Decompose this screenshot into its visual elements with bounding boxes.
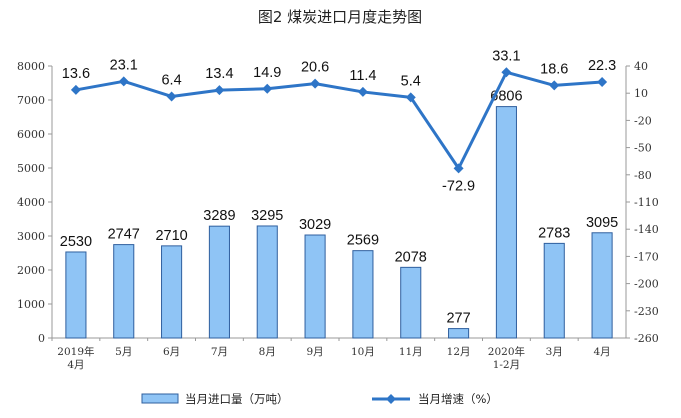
chart-axes: 0 1000 2000 3000 4000 5000 6000 7000 8000 40 10 -20…: [17, 60, 659, 371]
bar: [591, 232, 613, 339]
right-tick-label: -200: [634, 278, 659, 291]
x-tick-label: 5月: [115, 346, 132, 358]
right-tick-label: -230: [634, 305, 659, 318]
bar-value-label: 2530: [60, 234, 92, 250]
line-value-label: 5.4: [401, 73, 421, 89]
line-point: [357, 86, 368, 97]
bar-value-label: 2569: [347, 233, 379, 249]
x-tick-label: 9月: [306, 346, 323, 358]
chart-legend: 当月进口量（万吨） 当月增速（%）: [141, 392, 498, 406]
right-tick-label: -110: [634, 196, 659, 209]
line-value-label: 23.1: [110, 57, 138, 73]
x-tick-label: 2020年: [488, 345, 525, 358]
left-tick-label: 0: [38, 332, 45, 345]
x-tick-label: 10月: [351, 346, 375, 358]
right-tick-label: 40: [634, 60, 648, 73]
line-point: [453, 163, 464, 174]
line-point: [262, 83, 273, 94]
bar-value-label: 6806: [490, 89, 522, 105]
legend-bar-label: 当月进口量（万吨）: [185, 392, 289, 406]
line-point: [70, 84, 81, 95]
bar-series: 2530 2747 2710 3289 3295 3029 2569 2078 277 6806 2…: [60, 89, 618, 339]
bar: [352, 250, 374, 339]
right-tick-label: -260: [634, 332, 659, 345]
bar: [161, 245, 183, 339]
bar: [208, 225, 230, 339]
bar-value-label: 2710: [155, 228, 187, 244]
legend-line-marker: [386, 394, 396, 404]
left-tick-label: 7000: [17, 94, 45, 107]
right-tick-label: -140: [634, 223, 659, 236]
line-point: [405, 92, 416, 103]
x-tick-label: 8月: [259, 346, 276, 358]
legend-bar-swatch: [141, 393, 179, 404]
bar: [256, 225, 278, 339]
right-tick-label: -170: [634, 250, 659, 263]
line-point: [214, 85, 225, 96]
right-tick-label: 10: [634, 87, 648, 100]
line-value-label: 13.4: [205, 66, 233, 82]
line-point: [310, 78, 321, 89]
line-value-label: -72.9: [442, 178, 475, 194]
left-tick-label: 3000: [17, 230, 45, 243]
x-tick-label: 2019年: [57, 345, 94, 358]
bar: [65, 251, 87, 339]
bar-value-label: 3029: [299, 217, 331, 233]
left-tick-label: 4000: [17, 196, 45, 209]
line-value-label: 13.6: [62, 66, 90, 82]
line-point: [549, 80, 560, 91]
left-tick-label: 5000: [17, 162, 45, 175]
left-tick-label: 6000: [17, 128, 45, 141]
bar-value-label: 3289: [203, 208, 235, 224]
line-point: [118, 76, 129, 87]
bar-value-label: 2747: [108, 227, 140, 243]
right-tick-label: -80: [634, 169, 652, 182]
line-value-label: 22.3: [588, 58, 616, 74]
line-value-label: 20.6: [301, 60, 329, 76]
x-tick-label: 12月: [447, 346, 471, 358]
line-point: [501, 67, 512, 78]
left-tick-label: 2000: [17, 264, 45, 277]
x-tick-label: 3月: [546, 346, 563, 358]
line-value-label: 18.6: [540, 61, 568, 77]
bar: [304, 234, 326, 339]
bar-value-label: 3095: [586, 215, 618, 231]
bar-value-label: 277: [446, 311, 470, 327]
left-tick-label: 8000: [17, 60, 45, 73]
bar: [400, 266, 422, 339]
bar-value-label: 2783: [538, 225, 570, 241]
line-value-label: 14.9: [253, 65, 281, 81]
chart-title: 图2 煤炭进口月度走势图: [258, 8, 422, 26]
line-point: [597, 77, 608, 88]
x-tick-label: 11月: [399, 346, 423, 358]
bar: [448, 328, 470, 339]
line-value-label: 33.1: [492, 48, 520, 64]
line-value-label: 6.4: [161, 72, 181, 88]
growth-line: [75, 70, 603, 170]
bar-value-label: 2078: [395, 249, 427, 265]
x-tick-label: 7月: [211, 346, 228, 358]
x-tick-label: 6月: [163, 346, 180, 358]
bar: [495, 106, 517, 339]
x-tick-label: 1-2月: [493, 359, 520, 371]
x-tick-label: 4月: [593, 346, 610, 358]
bar: [113, 244, 135, 339]
line-point: [166, 91, 177, 102]
right-tick-label: -20: [634, 114, 652, 127]
bar: [543, 242, 565, 339]
x-tick-label: 4月: [67, 359, 84, 371]
legend-line-label: 当月增速（%）: [418, 392, 498, 406]
left-tick-label: 1000: [17, 298, 45, 311]
bar-value-label: 3295: [251, 208, 283, 224]
line-value-label: 11.4: [349, 68, 376, 84]
line-series: 13.6 23.1 6.4 13.4 14.9 20.6 11.4 5.4 -72.9 33.1 1…: [62, 48, 616, 194]
right-tick-label: -50: [634, 142, 652, 155]
